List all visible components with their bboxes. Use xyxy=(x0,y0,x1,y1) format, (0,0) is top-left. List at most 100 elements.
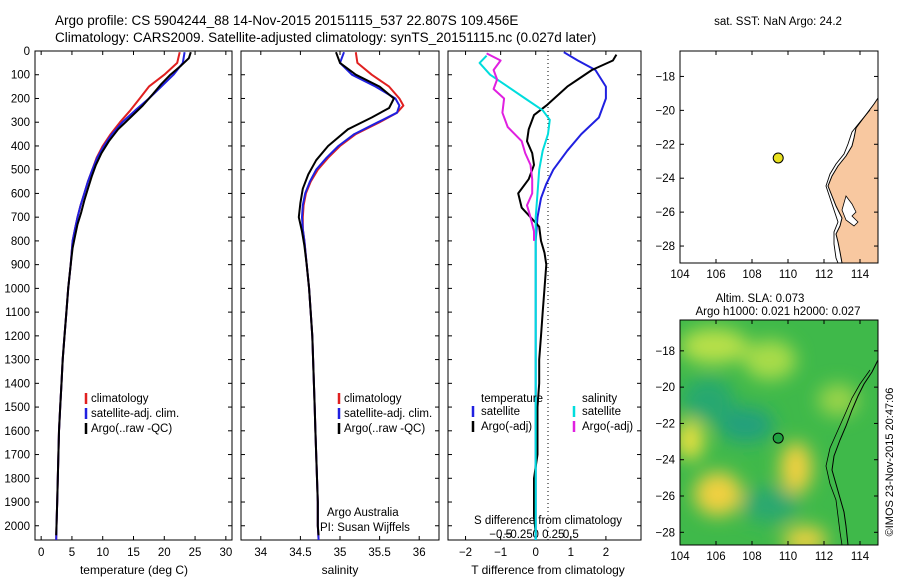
legend-title-temperature: temperature xyxy=(481,393,543,405)
sla-high-patch xyxy=(780,442,812,494)
sla-low-patch xyxy=(718,407,774,443)
lat-tick-label: −22 xyxy=(655,139,675,151)
x-tick-label: −2 xyxy=(459,547,472,559)
temperature-xlabel: temperature (deg C) xyxy=(80,563,188,577)
legend-label-climatology: climatology xyxy=(91,393,149,405)
legend-label-argo: Argo(..raw -QC) xyxy=(344,423,425,435)
lon-tick-label: 104 xyxy=(670,269,690,281)
legend-label-t-satellite: satellite xyxy=(481,406,520,418)
salinity-xlabel: salinity xyxy=(322,563,359,577)
s-tick-label: 0.25 xyxy=(542,529,564,541)
x-tick-label: 20 xyxy=(158,547,171,559)
legend-label-climatology: climatology xyxy=(344,393,402,405)
sla-map-title-line1: Altim. SLA: 0.073 xyxy=(716,293,805,305)
lon-tick-label: 110 xyxy=(779,551,797,563)
salinity-chart: 34 34.5 35 35.5 36 xyxy=(241,50,439,559)
sla-high-patch xyxy=(783,526,827,545)
x-tick-label: 34 xyxy=(254,547,267,559)
y-tick-label: 1300 xyxy=(4,355,30,367)
lon-tick-label: 112 xyxy=(815,269,833,281)
y-tick-label: 1400 xyxy=(4,378,30,390)
y-tick-label: 1100 xyxy=(5,307,30,319)
salinity-legend: climatology satellite-adj. clim. Argo(..… xyxy=(337,393,432,435)
agency-label: Argo Australia xyxy=(327,507,399,519)
legend-label-t-argo: Argo(-adj) xyxy=(481,421,532,433)
lon-tick-label: 112 xyxy=(815,551,833,563)
lat-tick-label: −20 xyxy=(655,105,675,117)
y-tick-label: 900 xyxy=(11,260,30,272)
s-tick-label: −0.5 xyxy=(489,529,512,541)
sst-shelf-contour xyxy=(825,109,871,263)
x-tick-label: 0 xyxy=(38,547,44,559)
series-argo-raw-qc-line xyxy=(297,51,395,536)
lon-tick-label: 108 xyxy=(742,551,761,563)
sla-heatmap xyxy=(680,320,878,545)
difference-legend: temperature salinity satellite Argo(-adj… xyxy=(471,393,633,433)
sla-high-patch xyxy=(680,328,748,364)
s-difference-label: S difference from climatology xyxy=(474,515,622,527)
x-tick-label: 34.5 xyxy=(289,547,311,559)
x-tick-label: 25 xyxy=(189,547,202,559)
x-tick-label: 30 xyxy=(219,547,232,559)
argo-float-marker xyxy=(772,432,784,444)
sla-shelf-contour xyxy=(825,369,871,545)
sst-map: 104 106 108 110 112 114 −18 −20 −22 −24 −26 −28 xyxy=(655,51,878,281)
sla-map: 104 106 108 110 112 114 −18 −20 −22 −24 −26 −28 xyxy=(655,320,878,563)
legend-title-salinity: salinity xyxy=(582,393,617,405)
lat-tick-label: −26 xyxy=(655,207,675,219)
y-tick-label: 300 xyxy=(11,117,30,129)
lat-tick-label: −24 xyxy=(655,173,675,185)
s-tick-label: 0.5 xyxy=(563,529,579,541)
lat-tick-label: −18 xyxy=(655,71,675,83)
sst-map-land xyxy=(825,51,878,263)
y-tick-label: 1500 xyxy=(4,402,30,414)
lat-tick-label: −26 xyxy=(655,491,675,503)
x-tick-label: 35 xyxy=(334,547,347,559)
y-tick-label: 1600 xyxy=(4,426,30,438)
temperature-plot-frame xyxy=(34,50,233,541)
x-tick-label: 10 xyxy=(96,547,109,559)
x-tick-label: 5 xyxy=(69,547,75,559)
credit-text: ©IMOS 23-Nov-2015 20:47:06 xyxy=(884,388,896,537)
legend-label-satellite-adj: satellite-adj. clim. xyxy=(91,408,179,420)
lon-tick-label: 108 xyxy=(742,269,761,281)
x-tick-label: −1 xyxy=(494,547,507,559)
lon-tick-label: 110 xyxy=(779,269,797,281)
pi-label: PI: Susan Wijffels xyxy=(320,522,410,534)
sla-high-patch xyxy=(680,420,704,460)
x-tick-label: 1 xyxy=(568,547,574,559)
argo-float-marker xyxy=(772,152,784,164)
legend-label-argo: Argo(..raw -QC) xyxy=(91,423,172,435)
figure-title-line2: Climatology: CARS2009. Satellite-adjuste… xyxy=(55,30,596,45)
lon-tick-label: 106 xyxy=(706,551,725,563)
difference-chart: −2 −1 0 1 2−0.5−0.25 0 0.250.5 xyxy=(448,50,641,559)
temperature-chart: 0100200300400500600700800900100011001200… xyxy=(4,46,232,559)
sla-low-patch xyxy=(742,487,798,523)
y-tick-label: 1700 xyxy=(4,450,30,462)
sla-map-frame xyxy=(679,319,879,546)
sst-shark-bay xyxy=(841,195,859,227)
y-tick-label: 1000 xyxy=(4,283,30,295)
y-tick-label: 1800 xyxy=(4,473,30,485)
salinity-plot-frame xyxy=(240,50,440,541)
y-tick-label: 600 xyxy=(11,188,30,200)
lat-tick-label: −18 xyxy=(655,346,675,358)
legend-label-satellite-adj: satellite-adj. clim. xyxy=(344,408,432,420)
y-tick-label: 700 xyxy=(11,212,30,224)
y-tick-label: 0 xyxy=(24,46,30,58)
temperature-legend: climatology satellite-adj. clim. Argo(..… xyxy=(84,393,179,435)
sla-high-patch xyxy=(744,340,796,380)
lon-tick-label: 114 xyxy=(851,551,870,563)
lat-tick-label: −22 xyxy=(655,418,675,430)
series-argo-adj-line xyxy=(486,52,535,241)
y-tick-label: 800 xyxy=(11,236,30,248)
sst-map-title: sat. SST: NaN Argo: 24.2 xyxy=(714,16,842,28)
y-tick-label: 2000 xyxy=(4,521,30,533)
figure-title-line1: Argo profile: CS 5904244_88 14-Nov-2015 … xyxy=(55,13,518,28)
lat-tick-label: −24 xyxy=(655,455,675,467)
y-tick-label: 200 xyxy=(11,93,30,105)
x-tick-label: 36 xyxy=(413,547,426,559)
lon-tick-label: 114 xyxy=(851,269,870,281)
s-tick-label: −0.25 xyxy=(504,529,533,541)
